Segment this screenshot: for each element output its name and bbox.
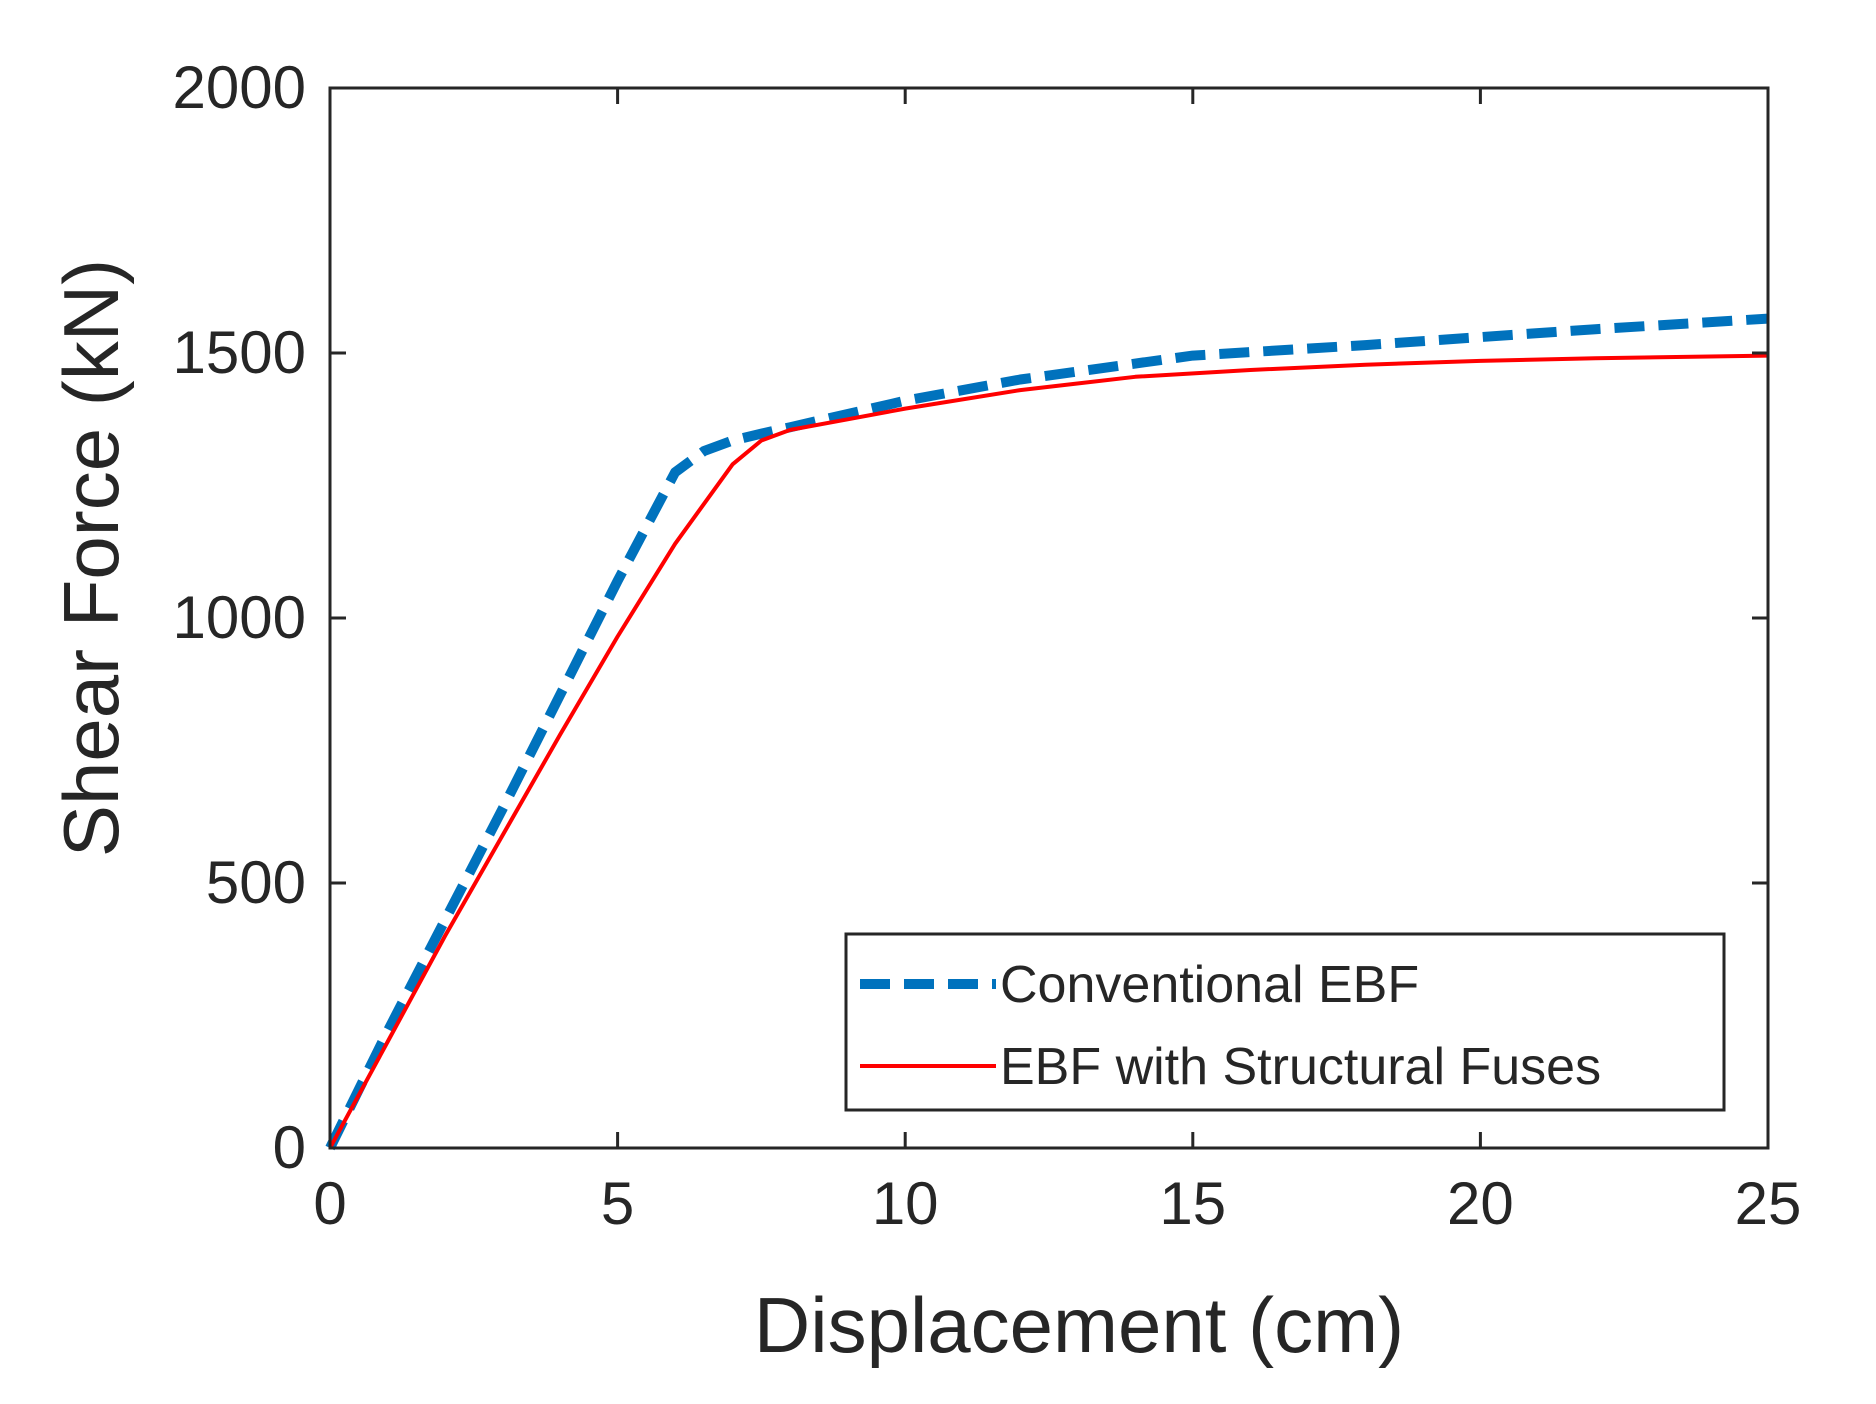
y-tick-label: 500 (206, 849, 306, 916)
legend-box (844, 932, 1726, 1112)
x-tick-label: 0 (313, 1170, 346, 1237)
legend: Conventional EBF EBF with Structural Fuse… (844, 932, 1726, 1112)
x-tick-label: 25 (1735, 1170, 1802, 1237)
y-axis-title: Shear Force (kN) (47, 259, 135, 857)
y-tick-label: 1000 (173, 584, 306, 651)
x-tick-label: 20 (1447, 1170, 1514, 1237)
y-tick-label: 1500 (173, 319, 306, 386)
y-tick-label: 2000 (173, 54, 306, 121)
x-tick-label: 10 (872, 1170, 939, 1237)
x-tick-label: 5 (601, 1170, 634, 1237)
series-line-ebf-structural-fuses (328, 353, 1769, 1149)
legend-label: EBF with Structural Fuses (1000, 1038, 1601, 1096)
axes-layer: 0 5 10 15 20 25 0 500 1000 1500 2000 Displacement (… (47, 54, 1801, 1369)
legend-label: Conventional EBF (1000, 956, 1419, 1014)
y-tick-label: 0 (273, 1114, 306, 1181)
series-line-conventional-ebf (325, 313, 1769, 1151)
x-axis-title: Displacement (cm) (754, 1281, 1404, 1369)
x-tick-label: 15 (1159, 1170, 1226, 1237)
